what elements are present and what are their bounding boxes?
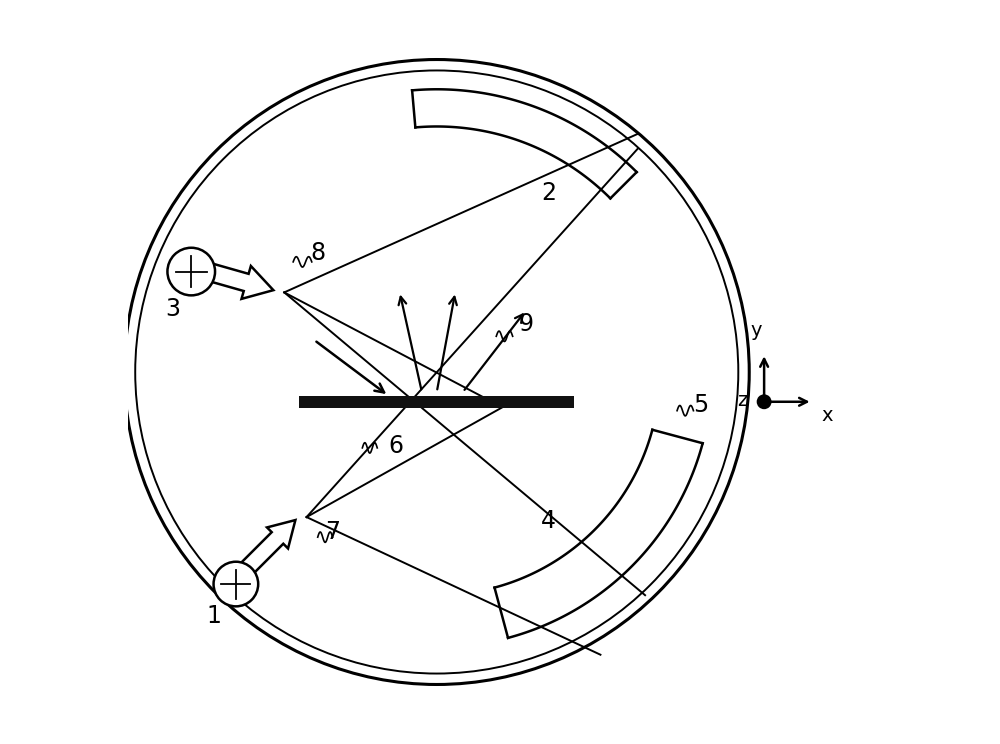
- FancyArrow shape: [241, 520, 295, 574]
- Circle shape: [167, 248, 215, 295]
- Text: 8: 8: [310, 241, 325, 265]
- Text: 2: 2: [541, 182, 556, 205]
- Text: z: z: [737, 391, 748, 410]
- Text: 9: 9: [519, 312, 534, 336]
- Bar: [299, 396, 574, 408]
- Text: y: y: [751, 321, 762, 340]
- Circle shape: [757, 394, 772, 409]
- FancyArrow shape: [205, 263, 273, 299]
- Text: 1: 1: [206, 604, 221, 628]
- Text: 5: 5: [693, 394, 709, 417]
- Circle shape: [214, 562, 258, 606]
- Text: 4: 4: [541, 509, 556, 533]
- Text: 7: 7: [325, 520, 340, 544]
- Text: 6: 6: [388, 434, 403, 458]
- Text: 3: 3: [165, 297, 180, 321]
- Text: x: x: [821, 405, 833, 425]
